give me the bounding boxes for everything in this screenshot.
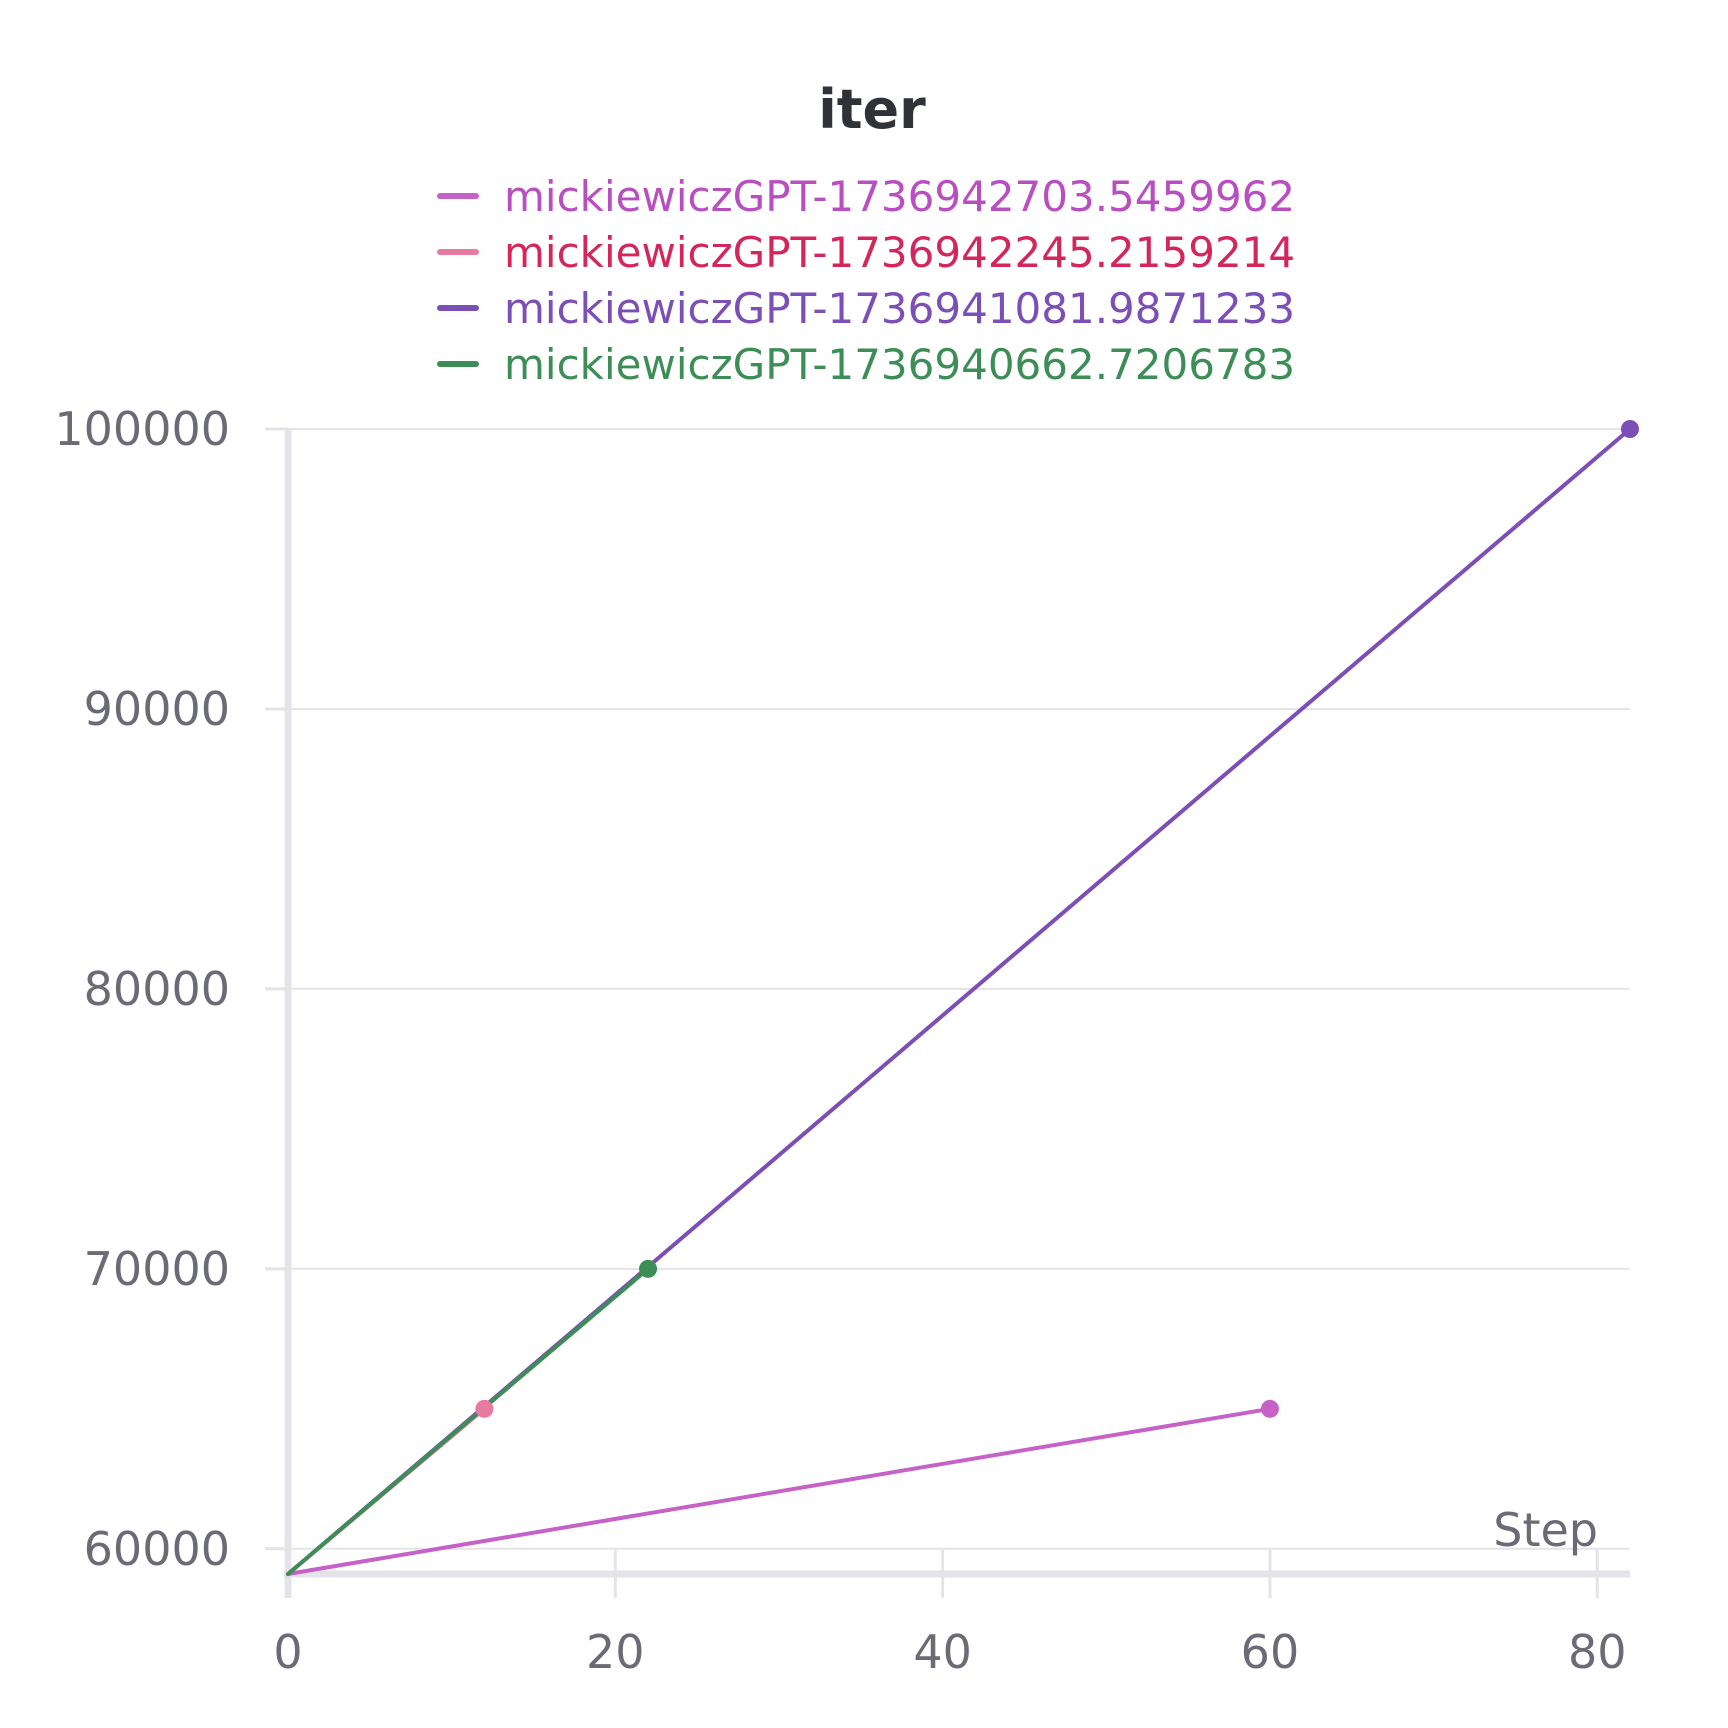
y-tick-label: 70000 [84,1242,230,1296]
legend-label: mickiewiczGPT-1736942245.2159214 [504,228,1295,277]
x-axis-label: Step [1493,1503,1598,1557]
chart-title: iter [818,78,926,141]
series-line [286,1406,1272,1576]
series-end-point [1260,1399,1279,1418]
series-end-point [1621,420,1639,438]
x-tick-label: 80 [1568,1625,1627,1679]
x-tick-label: 20 [586,1625,645,1679]
y-tick-label: 90000 [84,682,230,736]
y-axis-ticks: 60000 70000 80000 90000 100000 [54,402,288,1576]
axes [284,429,1630,1598]
legend: mickiewiczGPT-1736942703.5459962 mickiewi… [437,172,1295,389]
x-tick-label: 0 [273,1625,302,1679]
x-tick-label: 60 [1241,1625,1300,1679]
y-tick-label: 100000 [54,402,230,456]
series-end-point [639,1259,658,1278]
legend-label: mickiewiczGPT-1736940662.7206783 [504,340,1295,389]
series-line [286,1266,650,1576]
legend-label: mickiewiczGPT-1736941081.9871233 [504,284,1295,333]
legend-label: mickiewiczGPT-1736942703.5459962 [504,172,1295,221]
series-end-markers [475,420,1639,1418]
y-tick-label: 80000 [84,962,230,1016]
grid-lines [265,428,1630,1550]
y-tick-label: 60000 [84,1522,230,1576]
x-tick-label: 40 [913,1625,972,1679]
series-lines [286,427,1632,1576]
x-axis-ticks: 0 20 40 60 80 [273,1550,1627,1679]
series-end-point [475,1399,494,1418]
